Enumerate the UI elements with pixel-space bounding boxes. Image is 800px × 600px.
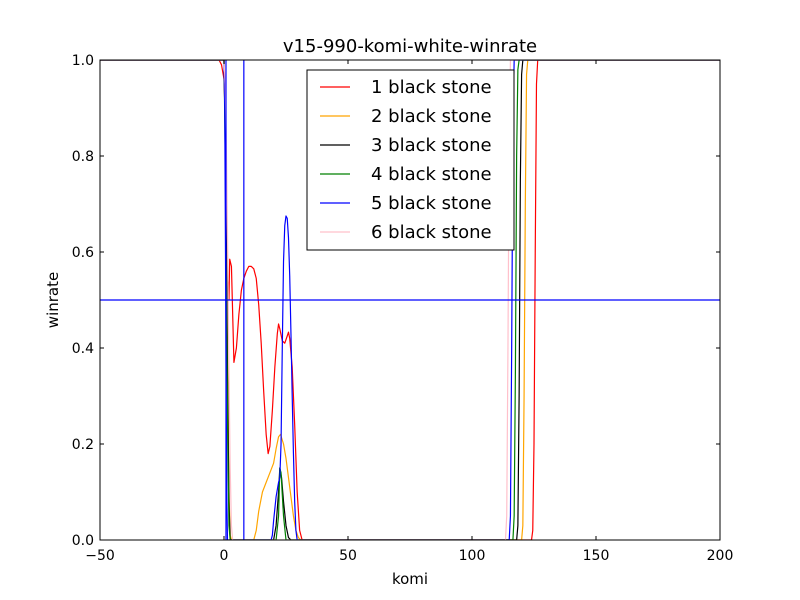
series-line-5 — [100, 60, 720, 540]
legend: 1 black stone 2 black stone 3 black stone 4… — [306, 69, 515, 251]
x-tick-label: 0 — [220, 548, 229, 564]
legend-label: 4 black stone — [371, 164, 492, 185]
y-tick-label: 0.8 — [72, 149, 94, 165]
tick-layer: −50 0 50 100 150 200 0.0 0.2 0.4 0.6 0.8 1.0 — [72, 53, 734, 564]
legend-label: 6 black stone — [371, 222, 492, 243]
y-tick-label: 0.0 — [72, 533, 94, 549]
x-tick-label: −50 — [85, 548, 115, 564]
legend-frame — [306, 69, 515, 251]
x-tick-label: 150 — [583, 548, 610, 564]
legend-label: 2 black stone — [371, 106, 492, 127]
series-line-1 — [100, 60, 720, 540]
legend-label: 1 black stone — [371, 77, 492, 98]
y-tick-label: 1.0 — [72, 53, 94, 69]
plot-frame — [99, 59, 721, 541]
x-axis-label: komi — [392, 570, 428, 588]
series-layer — [100, 60, 720, 540]
y-axis-label: winrate — [44, 272, 62, 328]
x-tick-label: 200 — [707, 548, 734, 564]
y-tick-label: 0.4 — [72, 341, 94, 357]
x-tick-label: 50 — [339, 548, 357, 564]
x-tick-label: 100 — [459, 548, 486, 564]
y-tick-label: 0.6 — [72, 245, 94, 261]
chart-title: v15-990-komi-white-winrate — [283, 36, 537, 57]
y-tick-label: 0.2 — [72, 437, 94, 453]
legend-label: 5 black stone — [371, 193, 492, 214]
legend-label: 3 black stone — [371, 135, 492, 156]
